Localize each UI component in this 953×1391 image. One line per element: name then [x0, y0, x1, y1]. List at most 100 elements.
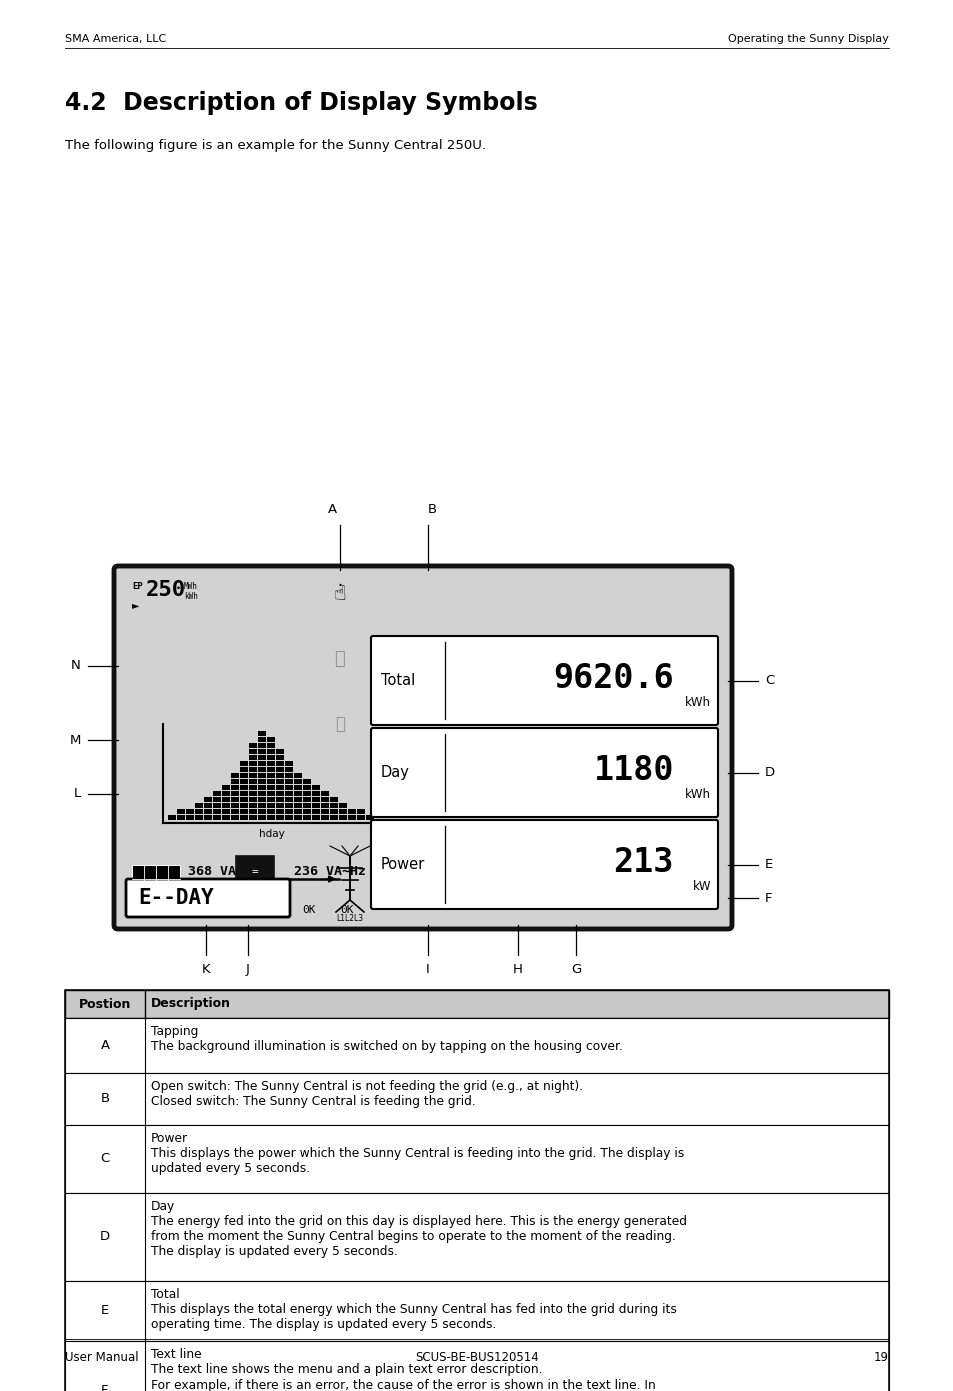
Bar — [240, 797, 248, 803]
Bar — [231, 773, 239, 778]
Text: F: F — [764, 892, 772, 904]
Bar — [312, 810, 319, 814]
Text: H: H — [513, 963, 522, 976]
Bar — [294, 797, 302, 803]
Bar — [240, 810, 248, 814]
Bar — [204, 803, 212, 808]
Bar — [275, 779, 284, 785]
Text: D: D — [100, 1231, 110, 1244]
Text: 368 VA=: 368 VA= — [188, 865, 244, 878]
Bar — [65, 1018, 888, 1072]
Text: Day: Day — [151, 1200, 175, 1213]
Bar — [249, 755, 256, 759]
Bar — [285, 761, 293, 766]
Bar — [65, 1193, 888, 1281]
Bar — [222, 797, 230, 803]
Text: Tapping: Tapping — [151, 1025, 198, 1038]
Bar — [348, 810, 355, 814]
Bar — [194, 803, 203, 808]
Bar — [235, 855, 274, 901]
Text: MWh: MWh — [184, 581, 197, 591]
Bar — [240, 815, 248, 821]
Bar — [194, 810, 203, 814]
Text: F: F — [101, 1384, 109, 1391]
Bar — [249, 803, 256, 808]
Text: Description: Description — [151, 997, 231, 1010]
Bar — [222, 791, 230, 796]
Text: A: A — [100, 1039, 110, 1052]
Bar — [285, 797, 293, 803]
Bar — [249, 810, 256, 814]
Bar — [320, 797, 329, 803]
Bar — [285, 810, 293, 814]
Bar — [275, 773, 284, 778]
Text: Postion: Postion — [79, 997, 132, 1010]
FancyBboxPatch shape — [126, 879, 290, 917]
Text: This displays the power which the Sunny Central is feeding into the grid. The di: This displays the power which the Sunny … — [151, 1148, 683, 1175]
Bar — [338, 803, 347, 808]
Text: L: L — [73, 787, 81, 800]
Text: I: I — [426, 963, 430, 976]
Bar — [275, 766, 284, 772]
Bar — [267, 766, 274, 772]
Text: 0K: 0K — [149, 906, 163, 915]
Bar — [257, 810, 266, 814]
Bar — [285, 766, 293, 772]
Bar — [267, 797, 274, 803]
Bar — [257, 737, 266, 741]
Text: A: A — [327, 504, 336, 516]
Bar — [338, 810, 347, 814]
Text: Power: Power — [151, 1132, 188, 1145]
FancyBboxPatch shape — [371, 727, 718, 817]
Bar — [177, 810, 185, 814]
Bar — [240, 803, 248, 808]
Text: N: N — [71, 659, 81, 672]
Bar — [213, 815, 221, 821]
Text: C: C — [764, 675, 774, 687]
Text: 0K: 0K — [302, 906, 315, 915]
Bar — [267, 761, 274, 766]
Bar — [213, 797, 221, 803]
Bar — [275, 791, 284, 796]
Bar — [267, 773, 274, 778]
Bar — [267, 737, 274, 741]
Bar — [267, 748, 274, 754]
Text: 213: 213 — [613, 846, 673, 879]
Bar — [249, 766, 256, 772]
Bar — [366, 815, 374, 821]
Text: Total: Total — [151, 1288, 179, 1301]
Bar — [303, 779, 311, 785]
Text: 0K: 0K — [340, 906, 354, 915]
Bar — [330, 810, 337, 814]
Text: The background illumination is switched on by tapping on the housing cover.: The background illumination is switched … — [151, 1040, 622, 1053]
Bar — [285, 779, 293, 785]
Bar — [204, 797, 212, 803]
Text: E: E — [764, 858, 773, 871]
Bar — [267, 755, 274, 759]
Text: B: B — [100, 1092, 110, 1106]
Text: The following figure is an example for the Sunny Central 250U.: The following figure is an example for t… — [65, 139, 485, 152]
Text: 1180: 1180 — [593, 754, 673, 787]
Text: 250: 250 — [146, 580, 186, 600]
Bar — [312, 803, 319, 808]
Bar — [194, 815, 203, 821]
Bar — [267, 815, 274, 821]
Bar — [240, 766, 248, 772]
Bar — [275, 748, 284, 754]
Text: M: M — [70, 734, 81, 747]
Text: G: G — [570, 963, 580, 976]
Text: For example, if there is an error, the cause of the error is shown in the text l: For example, if there is an error, the c… — [151, 1378, 655, 1391]
Bar — [240, 791, 248, 796]
Bar — [330, 803, 337, 808]
Bar — [267, 743, 274, 748]
Bar — [275, 797, 284, 803]
Bar — [240, 779, 248, 785]
Bar — [303, 797, 311, 803]
Bar — [257, 791, 266, 796]
Bar — [213, 810, 221, 814]
Text: 9620.6: 9620.6 — [553, 662, 673, 696]
Bar — [267, 791, 274, 796]
Bar — [312, 797, 319, 803]
Bar — [267, 803, 274, 808]
Bar — [285, 773, 293, 778]
